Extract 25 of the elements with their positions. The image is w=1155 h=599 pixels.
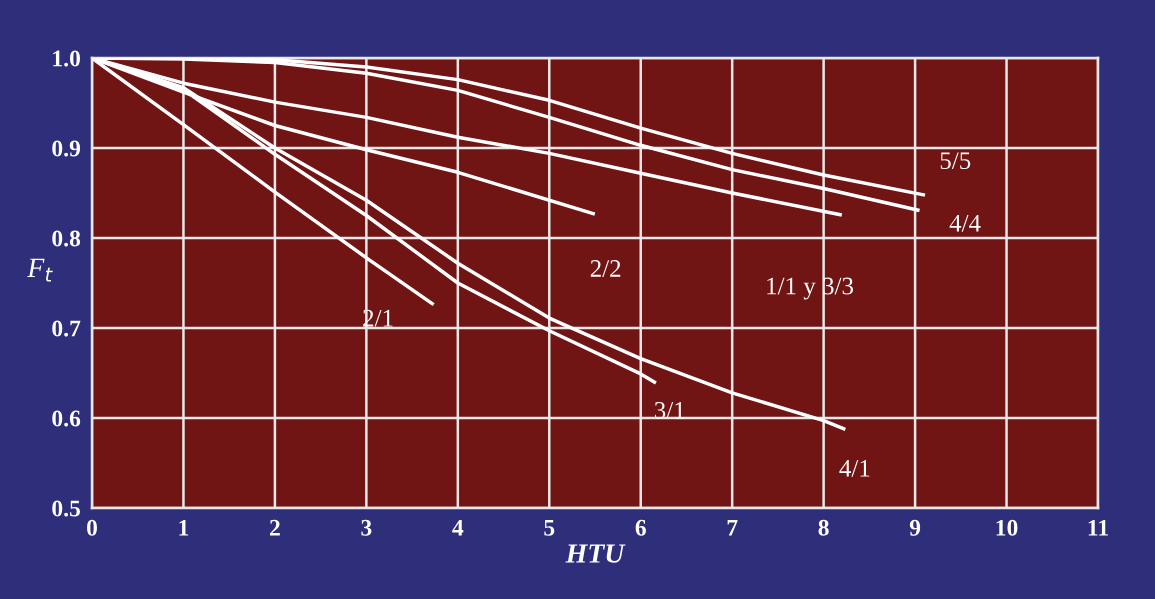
x-tick-label: 7 (727, 520, 738, 536)
x-tick-label: 8 (818, 519, 829, 536)
series-label: 5/5 (940, 152, 971, 170)
x-tick-label: 0 (87, 519, 97, 536)
x-tick-label: 2 (270, 519, 280, 536)
y-tick-label: 0.5 (52, 500, 81, 517)
y-tick-label: 0.7 (52, 320, 81, 337)
y-tick-label: 0.6 (52, 410, 81, 427)
y-tick-label: 0.9 (52, 140, 81, 157)
series-label: 4/1 (839, 459, 870, 477)
series-label: 2/2 (590, 260, 621, 277)
x-tick-label: 11 (1088, 519, 1108, 536)
y-axis-title: F$_{t}$ (27, 258, 53, 282)
x-tick-label: 3 (361, 519, 372, 536)
x-axis-title: HTU (565, 544, 626, 563)
y-tick-label: 0.8 (52, 230, 81, 247)
x-tick-label: 9 (909, 519, 921, 536)
x-tick-label: 10 (996, 519, 1018, 536)
series-label: 3/1 (654, 402, 685, 419)
x-tick-label: 1 (179, 519, 189, 536)
x-tick-label: 6 (635, 519, 646, 536)
x-tick-label: 4 (452, 519, 464, 536)
series-label: 4/4 (949, 214, 981, 232)
y-tick-label: 1.0 (53, 50, 80, 67)
x-tick-label: 5 (544, 520, 555, 536)
